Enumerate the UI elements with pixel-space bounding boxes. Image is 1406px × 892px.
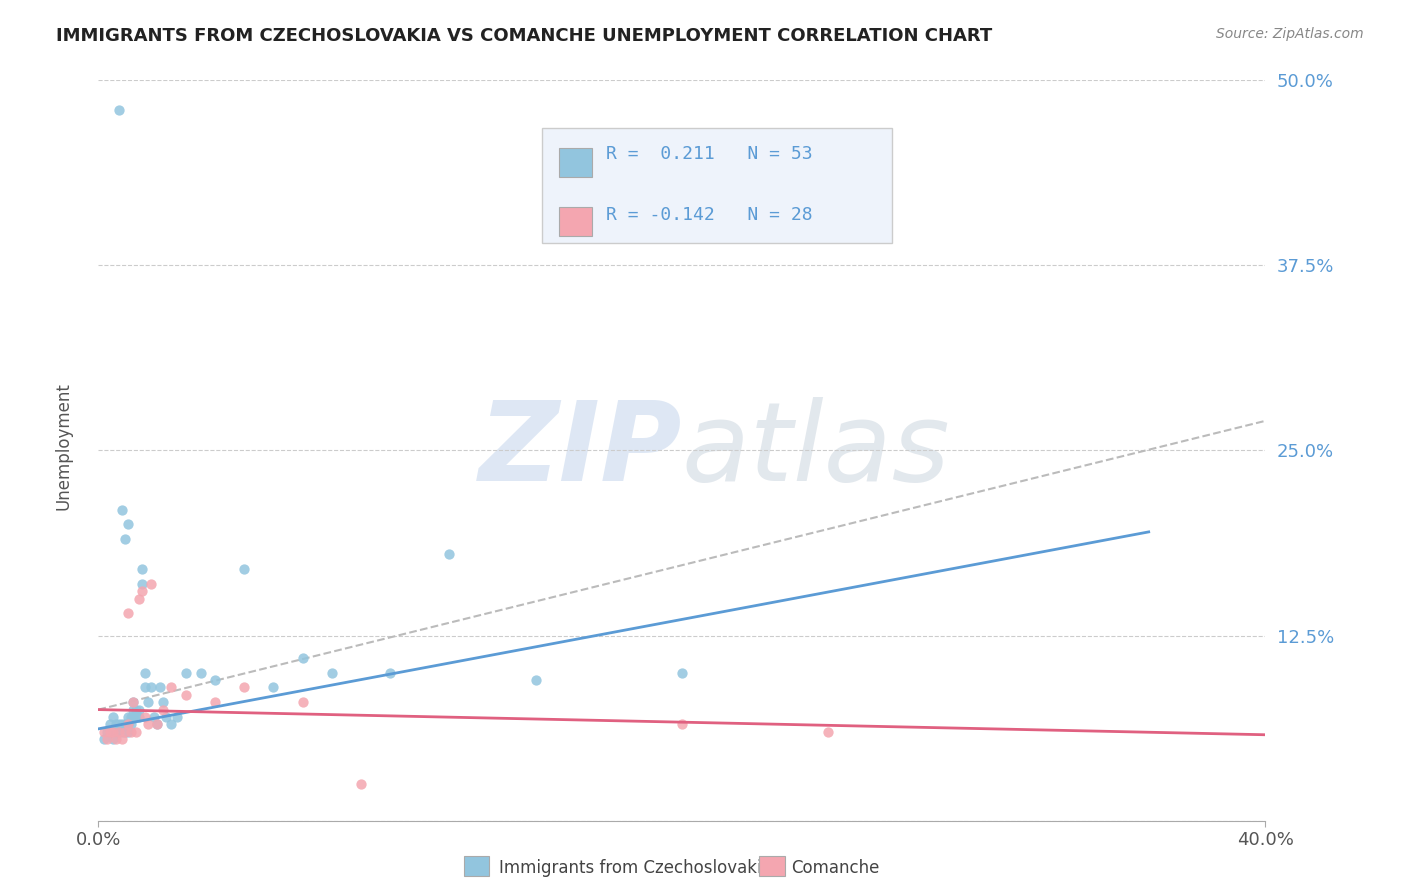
- Point: [111, 717, 134, 731]
- Point: [114, 717, 136, 731]
- Point: [117, 717, 139, 731]
- Point: [128, 591, 150, 606]
- Point: [166, 710, 188, 724]
- Point: [155, 710, 177, 724]
- Point: [291, 695, 314, 709]
- Point: [817, 724, 839, 739]
- Text: R =  0.211   N = 53: R = 0.211 N = 53: [606, 145, 813, 163]
- Bar: [560, 148, 592, 177]
- Point: [96, 724, 118, 739]
- Point: [122, 695, 145, 709]
- Point: [108, 717, 131, 731]
- Point: [93, 724, 115, 739]
- Point: [111, 724, 134, 739]
- Point: [146, 717, 169, 731]
- Point: [125, 710, 148, 724]
- Point: [93, 732, 115, 747]
- Point: [136, 717, 159, 731]
- Point: [233, 681, 256, 695]
- Point: [152, 695, 174, 709]
- Point: [128, 710, 150, 724]
- Point: [380, 665, 402, 680]
- Point: [98, 717, 121, 731]
- Point: [98, 724, 121, 739]
- Text: Immigrants from Czechoslovakia: Immigrants from Czechoslovakia: [499, 859, 772, 877]
- Point: [671, 717, 693, 731]
- Point: [101, 710, 124, 724]
- Point: [114, 724, 136, 739]
- Point: [104, 732, 127, 747]
- Point: [131, 562, 153, 576]
- Point: [160, 717, 183, 731]
- Point: [291, 650, 314, 665]
- Point: [136, 695, 159, 709]
- Point: [108, 724, 131, 739]
- Point: [139, 576, 162, 591]
- Point: [117, 724, 139, 739]
- Text: Comanche: Comanche: [792, 859, 880, 877]
- Point: [128, 703, 150, 717]
- Point: [120, 724, 142, 739]
- Point: [321, 665, 343, 680]
- Point: [134, 710, 156, 724]
- Text: atlas: atlas: [682, 397, 950, 504]
- Point: [125, 703, 148, 717]
- Point: [108, 103, 131, 117]
- Point: [204, 673, 226, 687]
- Point: [122, 695, 145, 709]
- Point: [117, 710, 139, 724]
- Point: [131, 584, 153, 599]
- FancyBboxPatch shape: [541, 128, 891, 244]
- Text: IMMIGRANTS FROM CZECHOSLOVAKIA VS COMANCHE UNEMPLOYMENT CORRELATION CHART: IMMIGRANTS FROM CZECHOSLOVAKIA VS COMANC…: [56, 27, 993, 45]
- Point: [104, 724, 127, 739]
- Point: [117, 517, 139, 532]
- Point: [111, 502, 134, 516]
- Point: [96, 732, 118, 747]
- Point: [101, 724, 124, 739]
- Point: [146, 717, 169, 731]
- Point: [190, 665, 212, 680]
- Point: [101, 732, 124, 747]
- Text: R = -0.142   N = 28: R = -0.142 N = 28: [606, 206, 813, 224]
- Point: [174, 665, 197, 680]
- Point: [114, 724, 136, 739]
- Point: [437, 547, 460, 561]
- Bar: [560, 207, 592, 235]
- Point: [111, 732, 134, 747]
- Point: [350, 776, 373, 791]
- Point: [262, 681, 284, 695]
- Text: Unemployment: Unemployment: [55, 382, 72, 510]
- Point: [160, 681, 183, 695]
- Point: [152, 703, 174, 717]
- Point: [671, 665, 693, 680]
- Point: [139, 681, 162, 695]
- Point: [104, 717, 127, 731]
- Point: [142, 710, 165, 724]
- Point: [120, 710, 142, 724]
- Point: [131, 576, 153, 591]
- Point: [108, 724, 131, 739]
- Point: [114, 533, 136, 547]
- Point: [120, 717, 142, 731]
- Point: [149, 681, 172, 695]
- Point: [174, 688, 197, 702]
- Point: [134, 681, 156, 695]
- Point: [117, 717, 139, 731]
- Point: [122, 703, 145, 717]
- Text: ZIP: ZIP: [478, 397, 682, 504]
- Point: [125, 724, 148, 739]
- Point: [204, 695, 226, 709]
- Point: [134, 665, 156, 680]
- Text: Source: ZipAtlas.com: Source: ZipAtlas.com: [1216, 27, 1364, 41]
- Point: [122, 710, 145, 724]
- Point: [233, 562, 256, 576]
- Point: [524, 673, 547, 687]
- Point: [117, 607, 139, 621]
